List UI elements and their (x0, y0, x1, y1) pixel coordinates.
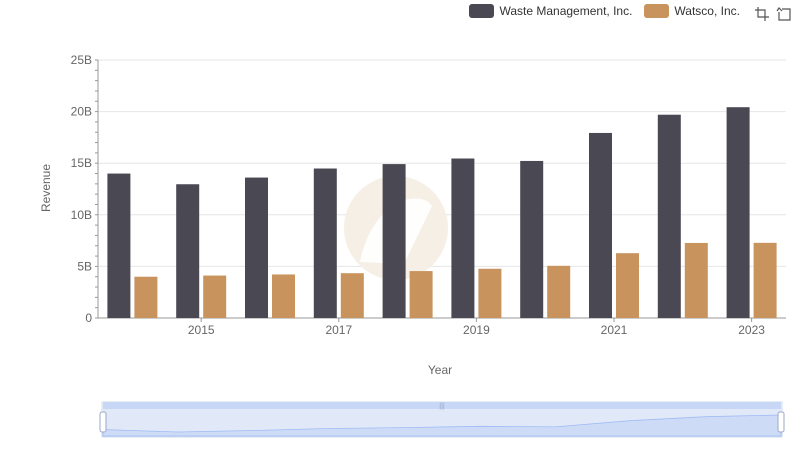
zoom-icon[interactable] (754, 6, 770, 22)
x-tick-label: 2017 (325, 323, 352, 337)
legend-swatch-waste-management (469, 4, 495, 18)
bar-watsco-2015[interactable] (203, 275, 227, 318)
x-tick-label: 2023 (738, 323, 765, 337)
x-tick-label: 2021 (601, 323, 628, 337)
y-tick-label: 5B (77, 259, 92, 273)
legend: Waste Management, Inc. Watsco, Inc. (469, 4, 740, 18)
x-tick-label: 2015 (188, 323, 215, 337)
data-zoom-right-handle[interactable] (777, 411, 785, 433)
legend-item-watsco[interactable]: Watsco, Inc. (644, 4, 740, 18)
bar-watsco-2019[interactable] (478, 268, 502, 318)
bar-waste-management-2019[interactable] (451, 158, 475, 318)
bar-watsco-2023[interactable] (753, 242, 777, 318)
bar-watsco-2021[interactable] (616, 253, 639, 318)
bar-waste-management-2016[interactable] (245, 177, 268, 318)
data-zoom-top-bar[interactable] (103, 402, 781, 409)
y-axis: 0 5B 10B 15B 20B 25B (71, 53, 99, 325)
bar-watsco-2022[interactable] (684, 242, 708, 318)
bar-waste-management-2018[interactable] (382, 164, 406, 318)
y-tick-label: 0 (85, 311, 92, 325)
bar-waste-management-2023[interactable] (726, 107, 750, 319)
y-tick-label: 15B (71, 156, 92, 170)
bar-waste-management-2015[interactable] (176, 184, 200, 318)
legend-item-waste-management[interactable]: Waste Management, Inc. (469, 4, 632, 18)
data-zoom-left-handle[interactable] (99, 411, 107, 433)
legend-label-waste-management: Waste Management, Inc. (499, 4, 633, 18)
bar-watsco-2014[interactable] (134, 276, 158, 318)
bar-waste-management-2014[interactable] (107, 173, 131, 318)
data-zoom-slider[interactable]: ||| (99, 401, 785, 438)
y-axis-title: Revenue (39, 164, 53, 212)
bar-waste-management-2020[interactable] (520, 160, 544, 318)
restore-icon[interactable] (776, 6, 792, 22)
bar-watsco-2017[interactable] (340, 273, 364, 318)
y-tick-label: 25B (71, 53, 92, 67)
data-zoom-grip-icon[interactable]: ||| (439, 403, 445, 410)
x-axis-title: Year (428, 363, 452, 377)
bar-watsco-2020[interactable] (547, 265, 571, 318)
legend-swatch-watsco (644, 4, 670, 18)
bar-watsco-2016[interactable] (272, 274, 295, 318)
toolbox (754, 6, 792, 22)
x-tick-label: 2019 (463, 323, 490, 337)
legend-label-watsco: Watsco, Inc. (674, 4, 740, 18)
y-tick-label: 20B (71, 105, 92, 119)
y-tick-label: 10B (71, 208, 92, 222)
x-axis: 2015 2017 2019 2021 2023 (98, 317, 786, 337)
bar-waste-management-2022[interactable] (657, 114, 681, 318)
bars (107, 107, 777, 319)
bar-waste-management-2021[interactable] (589, 132, 612, 318)
grid-lines (98, 59, 786, 319)
bar-waste-management-2017[interactable] (313, 168, 337, 318)
bar-watsco-2018[interactable] (409, 271, 433, 318)
